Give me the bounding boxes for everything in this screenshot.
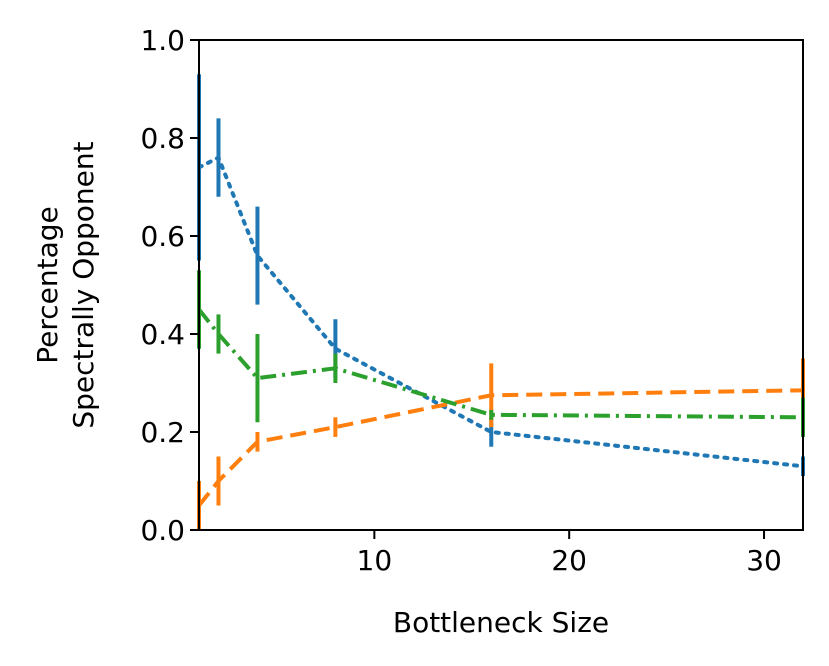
y-tick-label: 0.4 [140, 318, 185, 351]
series-1 [197, 358, 805, 530]
x-tick-label: 20 [551, 544, 587, 577]
y-tick-label: 0.2 [140, 416, 185, 449]
series-line [197, 308, 804, 420]
y-tick-label: 0.0 [140, 514, 185, 547]
y-tick-label: 0.6 [140, 220, 185, 253]
axes-frame [198, 39, 804, 531]
series-line [197, 388, 804, 507]
y-tick-label: 0.8 [140, 122, 185, 155]
x-tick-label: 10 [357, 544, 393, 577]
y-tick-label: 1.0 [140, 24, 185, 57]
y-axis-label-line1: Percentage [31, 206, 64, 364]
series-line [197, 154, 805, 469]
x-axis-label: Bottleneck Size [393, 606, 609, 639]
x-axis: 10 20 30 [357, 530, 782, 577]
y-axis: 0.0 0.2 0.4 0.6 0.8 1.0 [140, 24, 199, 547]
y-axis-label-line2: Spectrally Opponent [67, 141, 100, 428]
x-tick-label: 30 [746, 544, 782, 577]
plot-area [197, 74, 805, 530]
